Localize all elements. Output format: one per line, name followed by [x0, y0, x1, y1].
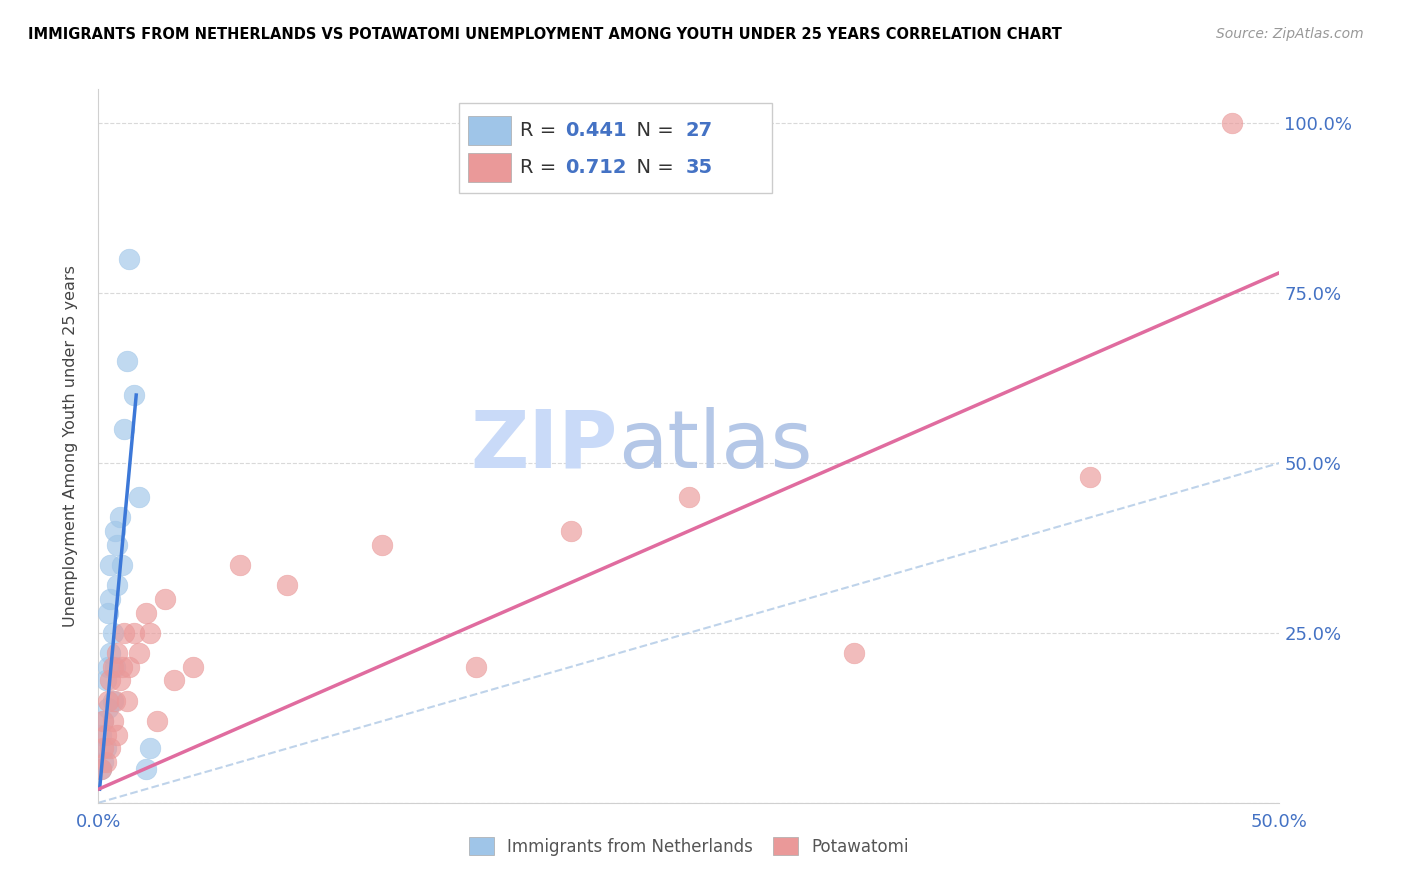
Text: N =: N =: [624, 120, 681, 140]
Point: [139, 626, 162, 640]
Point: [98, 591, 121, 606]
Text: ZIP: ZIP: [471, 407, 619, 485]
Point: [111, 558, 134, 572]
Point: [90, 762, 112, 776]
Point: [105, 537, 128, 551]
Point: [101, 714, 124, 729]
Point: [115, 694, 138, 708]
Point: [101, 660, 124, 674]
Point: [1080, 469, 1102, 483]
Point: [98, 741, 121, 756]
Point: [108, 673, 131, 688]
Point: [229, 558, 252, 572]
Point: [560, 524, 582, 538]
FancyBboxPatch shape: [458, 103, 772, 193]
Point: [98, 673, 121, 688]
Point: [135, 606, 157, 620]
Legend: Immigrants from Netherlands, Potawatomi: Immigrants from Netherlands, Potawatomi: [463, 830, 915, 863]
Point: [146, 714, 169, 729]
Point: [111, 660, 134, 674]
Point: [163, 673, 186, 688]
Text: Source: ZipAtlas.com: Source: ZipAtlas.com: [1216, 27, 1364, 41]
Point: [115, 354, 138, 368]
Point: [844, 646, 866, 660]
Point: [97, 606, 120, 620]
FancyBboxPatch shape: [468, 116, 510, 145]
Point: [91, 755, 114, 769]
Point: [118, 252, 141, 266]
Point: [91, 714, 114, 729]
Point: [128, 646, 150, 660]
Text: 35: 35: [685, 158, 713, 178]
Point: [91, 714, 114, 729]
Point: [108, 510, 131, 524]
Text: N =: N =: [624, 158, 681, 178]
Point: [122, 388, 145, 402]
Point: [94, 755, 117, 769]
Point: [94, 728, 117, 742]
Point: [97, 700, 120, 714]
Text: 27: 27: [685, 120, 713, 140]
Point: [94, 741, 117, 756]
Point: [139, 741, 162, 756]
Point: [105, 728, 128, 742]
Point: [128, 490, 150, 504]
Point: [118, 660, 141, 674]
Point: [98, 558, 121, 572]
Point: [91, 741, 114, 756]
Point: [153, 591, 176, 606]
Point: [122, 626, 145, 640]
Point: [678, 490, 700, 504]
Point: [101, 626, 124, 640]
Point: [276, 578, 298, 592]
Point: [90, 762, 112, 776]
Point: [90, 728, 112, 742]
Point: [135, 762, 157, 776]
Text: atlas: atlas: [619, 407, 813, 485]
Point: [112, 626, 135, 640]
Point: [97, 694, 120, 708]
Text: 0.441: 0.441: [565, 120, 627, 140]
Text: IMMIGRANTS FROM NETHERLANDS VS POTAWATOMI UNEMPLOYMENT AMONG YOUTH UNDER 25 YEAR: IMMIGRANTS FROM NETHERLANDS VS POTAWATOM…: [28, 27, 1062, 42]
Point: [104, 524, 127, 538]
Point: [1220, 116, 1243, 130]
Point: [465, 660, 488, 674]
Point: [112, 422, 135, 436]
Point: [94, 673, 117, 688]
Point: [97, 660, 120, 674]
Point: [105, 578, 128, 592]
Point: [101, 694, 124, 708]
Point: [371, 537, 394, 551]
Text: R =: R =: [520, 158, 562, 178]
FancyBboxPatch shape: [468, 153, 510, 182]
Text: 0.712: 0.712: [565, 158, 627, 178]
Point: [104, 694, 127, 708]
Y-axis label: Unemployment Among Youth under 25 years: Unemployment Among Youth under 25 years: [63, 265, 77, 627]
Point: [104, 660, 127, 674]
Point: [98, 646, 121, 660]
Text: R =: R =: [520, 120, 562, 140]
Point: [181, 660, 204, 674]
Point: [105, 646, 128, 660]
